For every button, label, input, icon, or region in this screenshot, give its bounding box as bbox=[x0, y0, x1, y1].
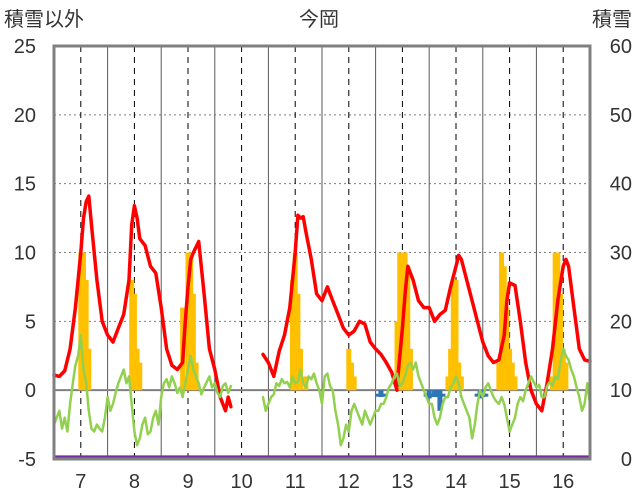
precipitation-bar bbox=[445, 376, 451, 391]
left-axis-label: 積雪以外 bbox=[4, 8, 84, 31]
precipitation-bar bbox=[131, 293, 137, 391]
precipitation-bar bbox=[507, 348, 513, 391]
precipitation-bar bbox=[558, 293, 564, 391]
y-left-tick-label: 10 bbox=[14, 243, 36, 265]
x-tick-label: 11 bbox=[285, 471, 306, 493]
precipitation-bar bbox=[560, 348, 566, 391]
negative_bar-bar bbox=[437, 390, 443, 411]
x-tick-label: 14 bbox=[445, 471, 467, 493]
y-left-tick-label: 25 bbox=[14, 36, 36, 58]
precipitation-bar bbox=[129, 280, 135, 391]
y-left-tick-label: -5 bbox=[18, 449, 36, 471]
y-left-tick-label: 0 bbox=[25, 380, 36, 402]
precipitation-bar bbox=[295, 293, 301, 391]
y-left-tick-label: 15 bbox=[14, 174, 36, 196]
precipitation-bar bbox=[405, 266, 411, 391]
y-left-tick-label: 20 bbox=[14, 105, 36, 127]
y-left-tick-label: 5 bbox=[25, 311, 36, 333]
x-tick-label: 13 bbox=[391, 471, 413, 493]
precipitation-bar bbox=[348, 362, 354, 391]
precipitation-bar bbox=[83, 280, 89, 391]
series-lines bbox=[52, 194, 592, 459]
negative_bar-bar bbox=[432, 390, 438, 398]
precipitation-bar bbox=[188, 252, 194, 391]
precipitation-bar bbox=[80, 252, 86, 391]
x-tick-label: 12 bbox=[338, 471, 360, 493]
precipitation-bar bbox=[346, 348, 352, 391]
precipitation-bar bbox=[134, 348, 140, 391]
precipitation-bar bbox=[499, 252, 505, 391]
precipitation-bar bbox=[450, 280, 456, 391]
precipitation-bar bbox=[504, 307, 510, 391]
precipitation-bar bbox=[137, 362, 143, 391]
y-right-tick-label: 0 bbox=[621, 449, 632, 471]
precipitation-bar bbox=[190, 293, 196, 391]
x-tick-label: 10 bbox=[230, 471, 252, 493]
temperature-line bbox=[52, 194, 592, 413]
precipitation-bar bbox=[402, 252, 408, 391]
y-right-tick-label: 40 bbox=[610, 174, 632, 196]
precipitation-bar bbox=[512, 376, 518, 391]
precipitation-bar bbox=[453, 280, 459, 391]
x-tick-label: 7 bbox=[75, 471, 86, 493]
plot-frame bbox=[52, 44, 592, 461]
negative_bar-bar bbox=[378, 390, 384, 398]
precipitation-bar bbox=[292, 252, 298, 391]
right-axis-label: 積雪 bbox=[592, 8, 632, 31]
precipitation-bar bbox=[496, 362, 502, 391]
x-tick-label: 9 bbox=[182, 471, 193, 493]
precipitation-bar bbox=[86, 348, 92, 391]
precipitation-bar bbox=[407, 348, 413, 391]
x-tick-label: 16 bbox=[552, 471, 574, 493]
precipitation-bar bbox=[185, 252, 191, 391]
negative_bar-bar bbox=[434, 390, 440, 398]
precipitation-bar bbox=[563, 362, 569, 391]
y-right-tick-label: 60 bbox=[610, 36, 632, 58]
x-tick-label: 8 bbox=[129, 471, 140, 493]
axis-labels: -5 0 5 10 15 20 25 0 10 20 30 40 50 60 7 8 9 10 11 12 13 14 15… bbox=[14, 36, 632, 493]
precipitation-bar bbox=[448, 348, 454, 391]
precipitation-bar bbox=[555, 252, 561, 391]
precipitation-bar bbox=[78, 252, 84, 391]
y-right-tick-label: 30 bbox=[610, 243, 632, 265]
precipitation-bar bbox=[458, 376, 464, 391]
precipitation-bar bbox=[509, 362, 515, 391]
chart-title: 今岡 bbox=[299, 8, 339, 31]
y-right-tick-label: 20 bbox=[610, 311, 632, 333]
y-right-tick-label: 10 bbox=[610, 380, 632, 402]
x-tick-label: 15 bbox=[498, 471, 520, 493]
wind-line bbox=[52, 333, 592, 447]
precipitation-bar bbox=[351, 376, 357, 391]
precipitation-bar bbox=[397, 252, 403, 391]
precipitation-bar bbox=[456, 362, 462, 391]
precipitation-bar bbox=[290, 280, 296, 391]
precipitation-bar bbox=[394, 321, 400, 391]
y-right-tick-label: 50 bbox=[610, 105, 632, 127]
